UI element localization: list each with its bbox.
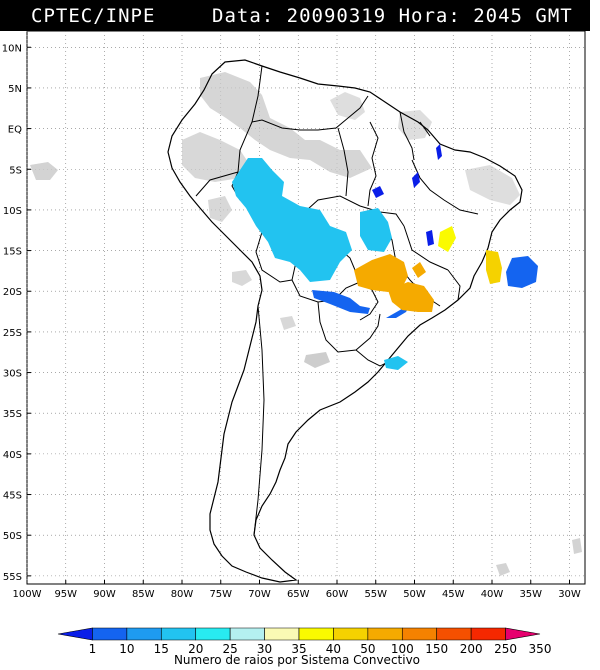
lat-label: 15S — [3, 247, 22, 258]
lon-label: 30W — [558, 589, 581, 600]
date-time-stamp: Data: 20090319 Hora: 2045 GMT — [212, 5, 573, 27]
colorbar-swatch — [126, 627, 162, 641]
colorbar-label: 15 — [154, 642, 169, 656]
colorbar-label: 25 — [223, 642, 238, 656]
lon-label: 55W — [364, 589, 387, 600]
lon-label: 90W — [93, 589, 116, 600]
title-bar: CPTEC/INPE Data: 20090319 Hora: 2045 GMT — [0, 0, 590, 31]
lon-label: 85W — [132, 589, 155, 600]
grid-lines — [26, 31, 585, 584]
lon-label: 75W — [209, 589, 232, 600]
longitude-labels: 100W 95W 90W 85W 80W 75W 70W 65W 60W 55W 50W 45W 40W… — [13, 580, 581, 600]
colorbar-swatch — [57, 627, 93, 641]
lat-label: 30S — [3, 369, 22, 380]
colorbar-label: 1 — [89, 642, 97, 656]
right-margin — [590, 0, 600, 670]
colorbar-label: 250 — [494, 642, 517, 656]
lat-label: 40S — [3, 450, 22, 461]
colorbar-swatch — [367, 627, 403, 641]
lon-label: 70W — [248, 589, 271, 600]
colorbar-label: 150 — [425, 642, 448, 656]
lon-label: 65W — [287, 589, 310, 600]
colorbar: 1 10 15 20 25 30 35 40 50 100 150 200 250 350 — [57, 627, 552, 656]
lat-label: 5N — [8, 84, 22, 95]
lat-label: 10S — [3, 206, 22, 217]
colorbar-title: Numero de raios por Sistema Convectivo — [174, 653, 420, 667]
lon-label: 45W — [442, 589, 465, 600]
colorbar-swatch — [333, 627, 369, 641]
colorbar-label: 20 — [188, 642, 203, 656]
lon-label: 35W — [519, 589, 542, 600]
colorbar-label: 10 — [119, 642, 134, 656]
colorbar-swatch — [505, 627, 541, 641]
latitude-labels: 10N 5N EQ 5S 10S 15S 20S 25S 30S 35S 40S 45S 50S 55S — [2, 43, 31, 583]
lon-label: 50W — [403, 589, 426, 600]
convective-systems — [232, 144, 538, 370]
lon-label: 100W — [13, 589, 42, 600]
colorbar-swatch — [92, 627, 128, 641]
colorbar-label: 35 — [291, 642, 306, 656]
colorbar-label: 30 — [257, 642, 272, 656]
colorbar-label: 40 — [326, 642, 341, 656]
colorbar-swatch — [298, 627, 334, 641]
map-frame — [26, 30, 586, 585]
cloud-cover — [30, 72, 582, 576]
colorbar-label: 50 — [360, 642, 375, 656]
colorbar-label: 200 — [460, 642, 483, 656]
lat-label: 10N — [2, 43, 22, 54]
lat-label: 50S — [3, 531, 22, 542]
lon-label: 60W — [326, 589, 349, 600]
colorbar-swatch — [160, 627, 197, 641]
lat-label: 20S — [3, 287, 22, 298]
lat-label: 25S — [3, 328, 22, 339]
colorbar-swatch — [401, 627, 438, 641]
colorbar-swatch — [436, 627, 472, 641]
lon-label: 40W — [481, 589, 504, 600]
lat-label: 45S — [3, 491, 22, 502]
lat-label: 5S — [9, 165, 22, 176]
colorbar-label: 350 — [529, 642, 552, 656]
colorbar-swatch — [195, 627, 231, 641]
lon-label: 95W — [54, 589, 77, 600]
colorbar-swatch — [264, 627, 300, 641]
colorbar-swatch — [229, 627, 265, 641]
lat-label: EQ — [8, 125, 22, 136]
colorbar-swatch — [470, 627, 506, 641]
org-name: CPTEC/INPE — [31, 5, 156, 27]
south-america-coastline — [167, 59, 523, 583]
lon-label: 80W — [171, 589, 194, 600]
lat-label: 35S — [3, 409, 22, 420]
colorbar-label: 100 — [391, 642, 414, 656]
lat-label: 55S — [3, 572, 22, 583]
